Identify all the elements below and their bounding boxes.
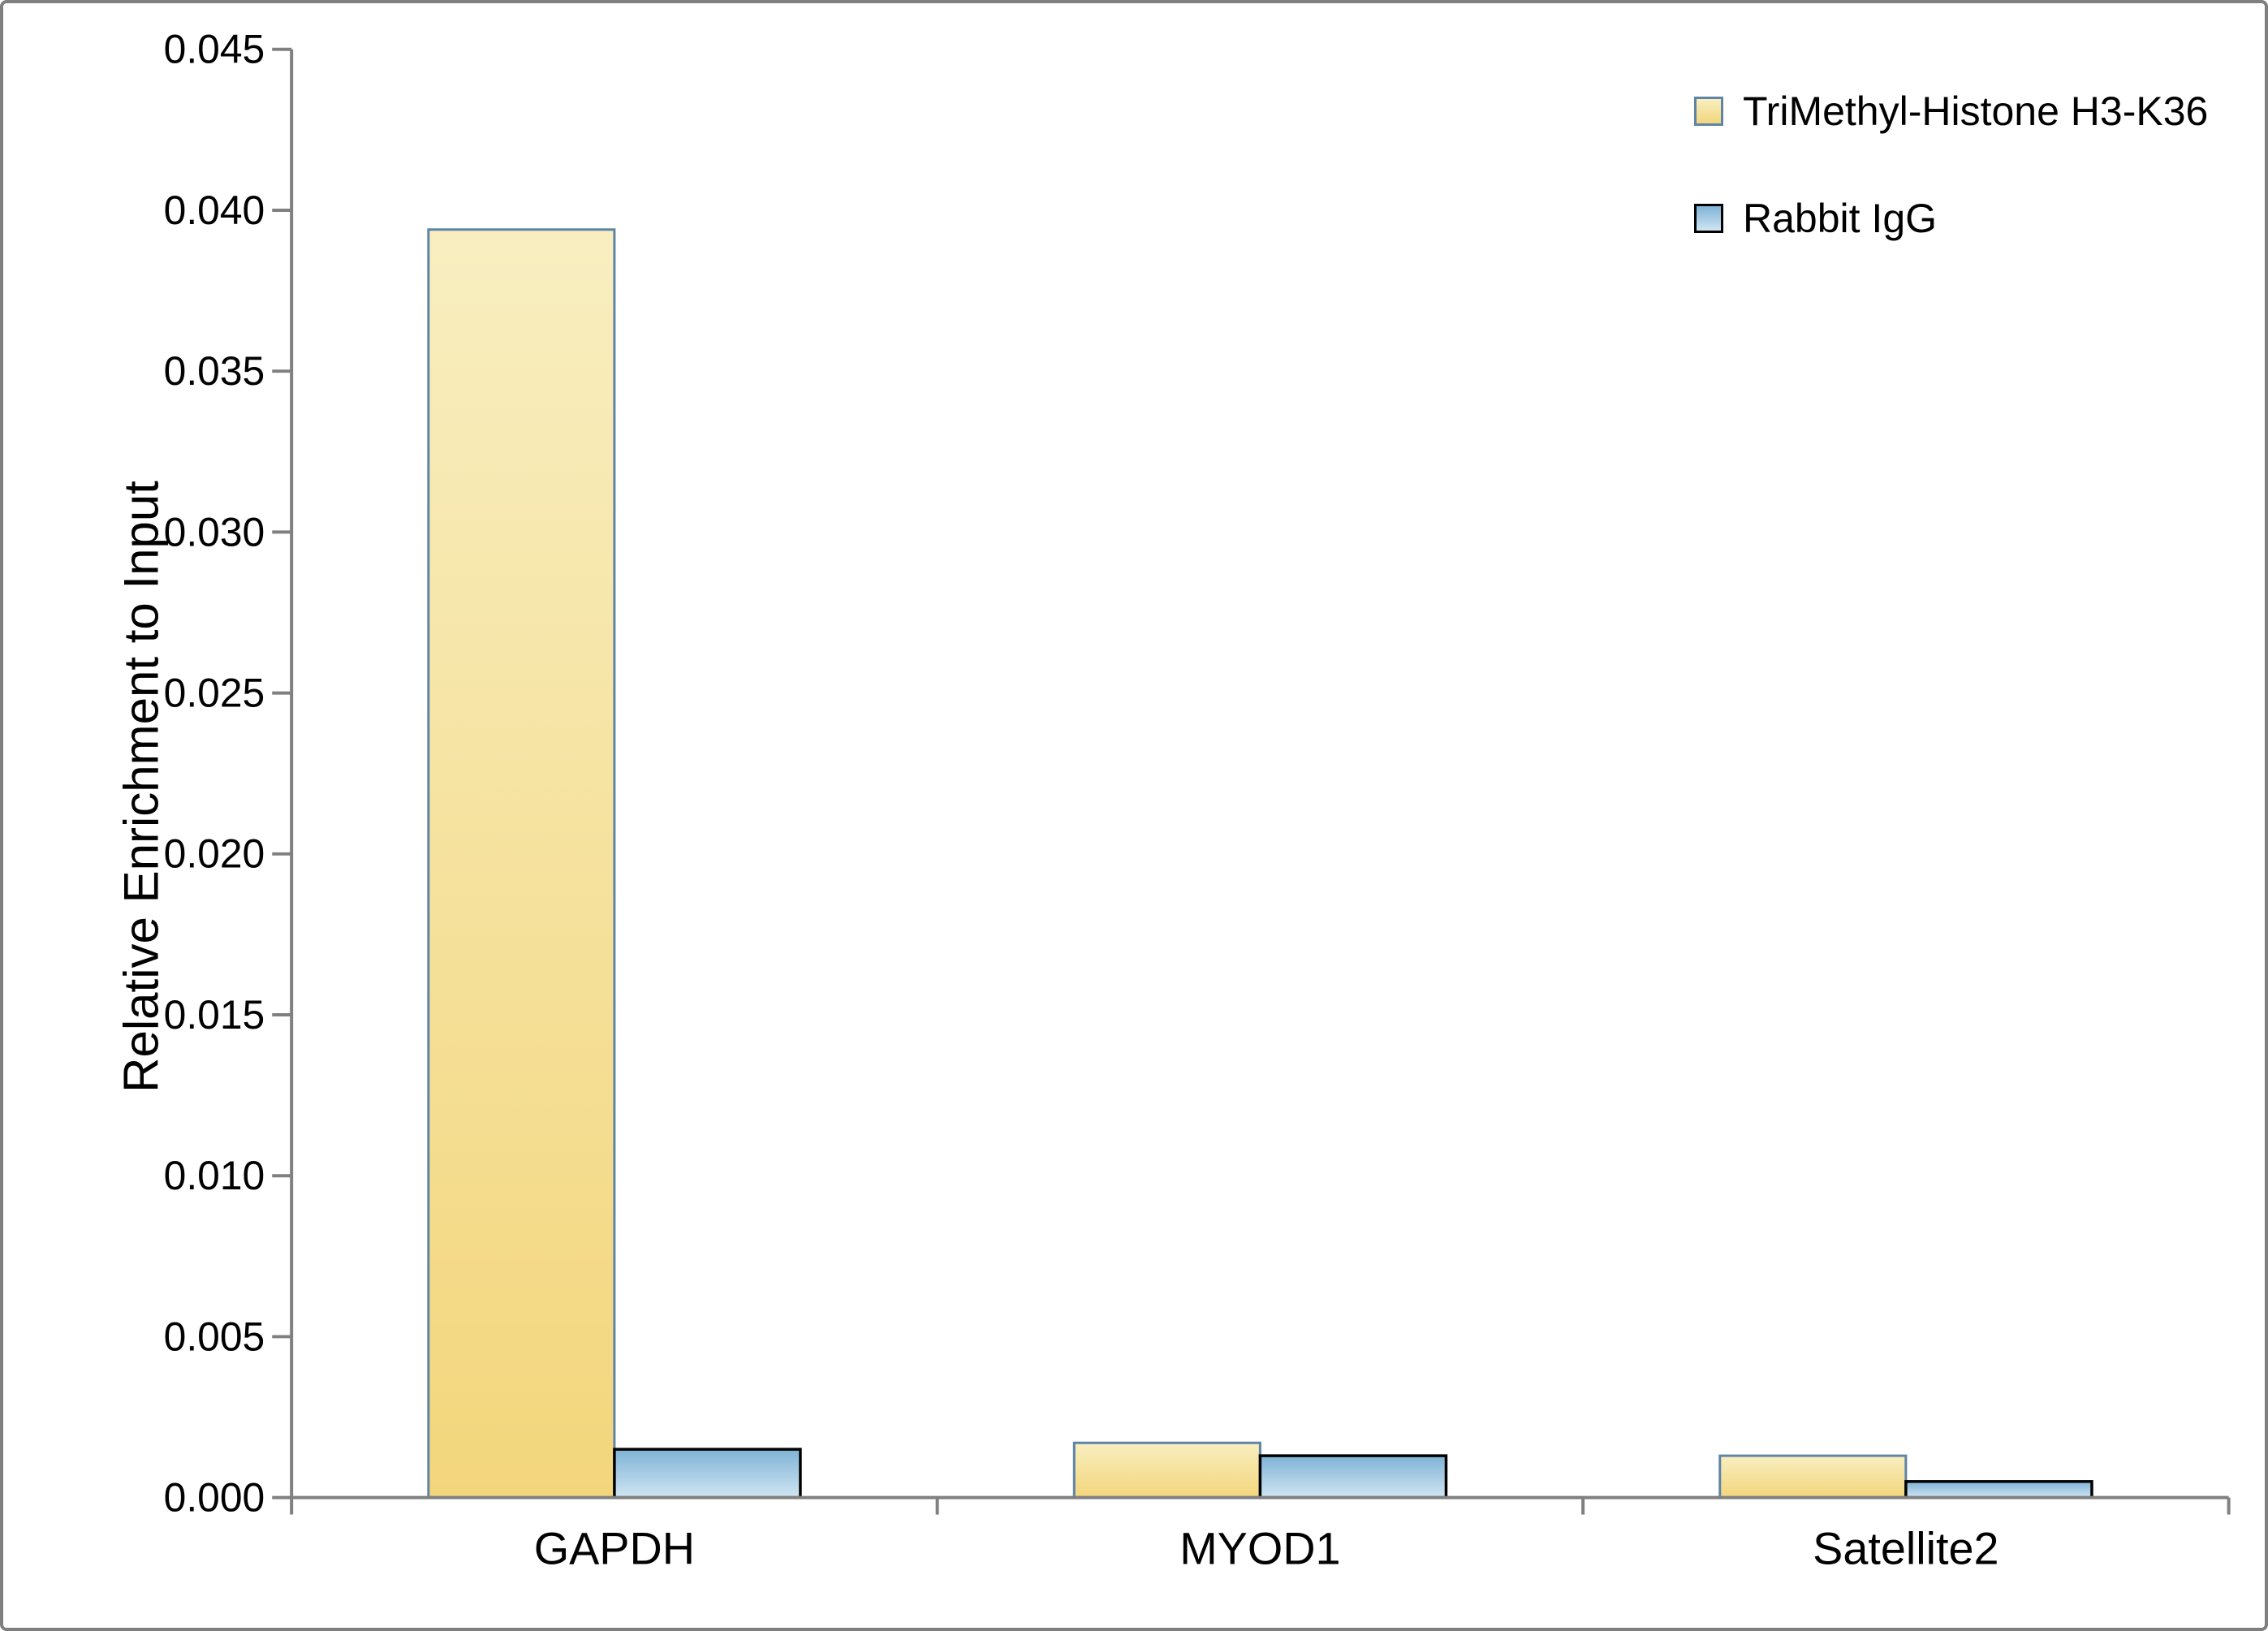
y-tick-label: 0.005 <box>164 1314 265 1359</box>
x-category-label: GAPDH <box>534 1523 695 1573</box>
y-tick-label: 0.045 <box>164 27 265 72</box>
bar-chart-svg: GAPDH MYOD1 Satellite2 0.000 0.005 0.010 0.015… <box>164 27 2231 1573</box>
y-tick-label: 0.035 <box>164 348 265 394</box>
bar-myod1-rabbit-igg <box>1258 1454 1448 1499</box>
y-tick-label: 0.030 <box>164 509 265 554</box>
y-tick-label: 0.025 <box>164 671 265 716</box>
x-category-label: MYOD1 <box>1179 1523 1340 1573</box>
bar-gapdh-trimethyl-h3k36 <box>427 228 616 1499</box>
y-tick-label: 0.015 <box>164 992 265 1038</box>
y-tick-label: 0.000 <box>164 1475 265 1521</box>
x-category-label: Satellite2 <box>1813 1523 1999 1573</box>
bar-myod1-trimethyl-h3k36 <box>1072 1441 1261 1499</box>
bar-gapdh-rabbit-igg <box>613 1448 802 1499</box>
bar-satellite2-rabbit-igg <box>1904 1480 2093 1499</box>
bar-satellite2-trimethyl-h3k36 <box>1718 1454 1908 1499</box>
y-tick-label: 0.020 <box>164 831 265 877</box>
y-axis-title: Relative Enrichment to Input <box>114 481 169 1093</box>
y-tick-label: 0.040 <box>164 188 265 233</box>
y-tick-label: 0.010 <box>164 1153 265 1198</box>
